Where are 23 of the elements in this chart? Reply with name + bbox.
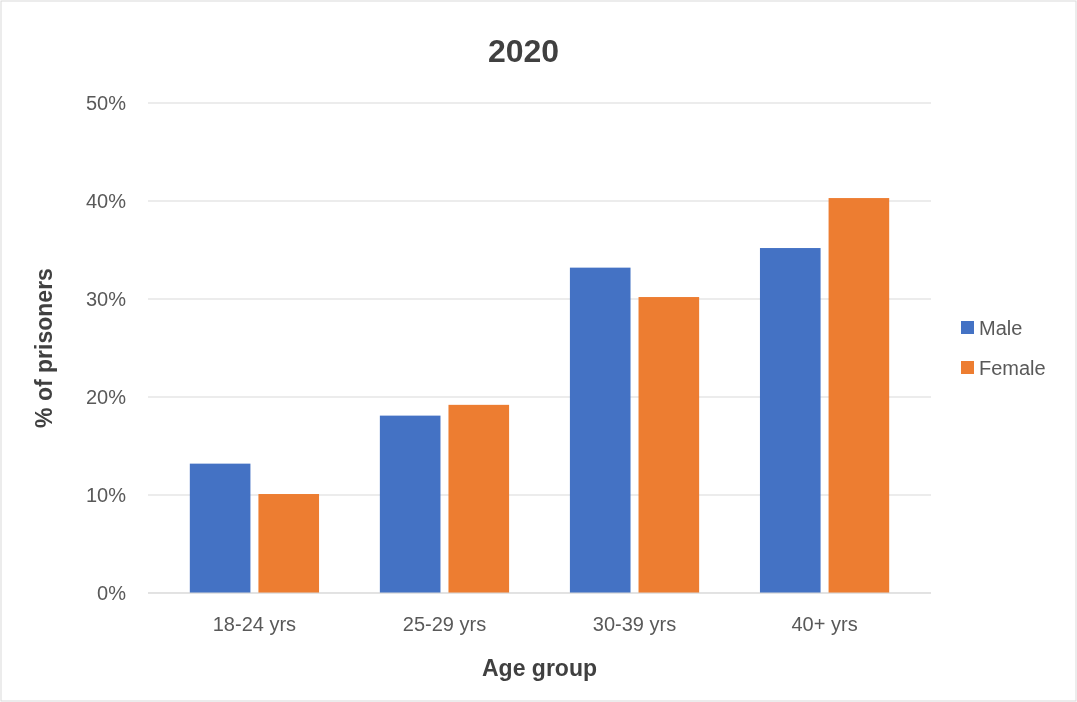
bar — [828, 198, 890, 593]
x-tick-label: 25-29 yrs — [402, 613, 487, 635]
bar — [638, 297, 700, 593]
bar — [189, 463, 251, 593]
chart-title: 2020 — [487, 33, 560, 69]
bar — [258, 494, 320, 593]
bar — [448, 404, 510, 593]
y-tick-label: 20% — [85, 386, 127, 408]
y-tick-label: 40% — [85, 190, 127, 212]
x-tick-label: 18-24 yrs — [212, 613, 297, 635]
bar — [569, 267, 631, 593]
y-axis-title: % of prisoners — [31, 268, 57, 428]
y-tick-label: 50% — [85, 92, 127, 114]
bar — [379, 415, 441, 593]
legend-label: Male — [979, 317, 1023, 339]
y-tick-label: 30% — [85, 288, 127, 310]
x-tick-label: 30-39 yrs — [592, 613, 677, 635]
x-axis-title: Age group — [482, 655, 597, 681]
x-tick-label: 40+ yrs — [791, 613, 858, 635]
y-tick-label: 10% — [85, 484, 127, 506]
y-tick-label: 0% — [97, 582, 127, 604]
legend-label: Female — [979, 357, 1046, 379]
bar — [759, 248, 821, 593]
